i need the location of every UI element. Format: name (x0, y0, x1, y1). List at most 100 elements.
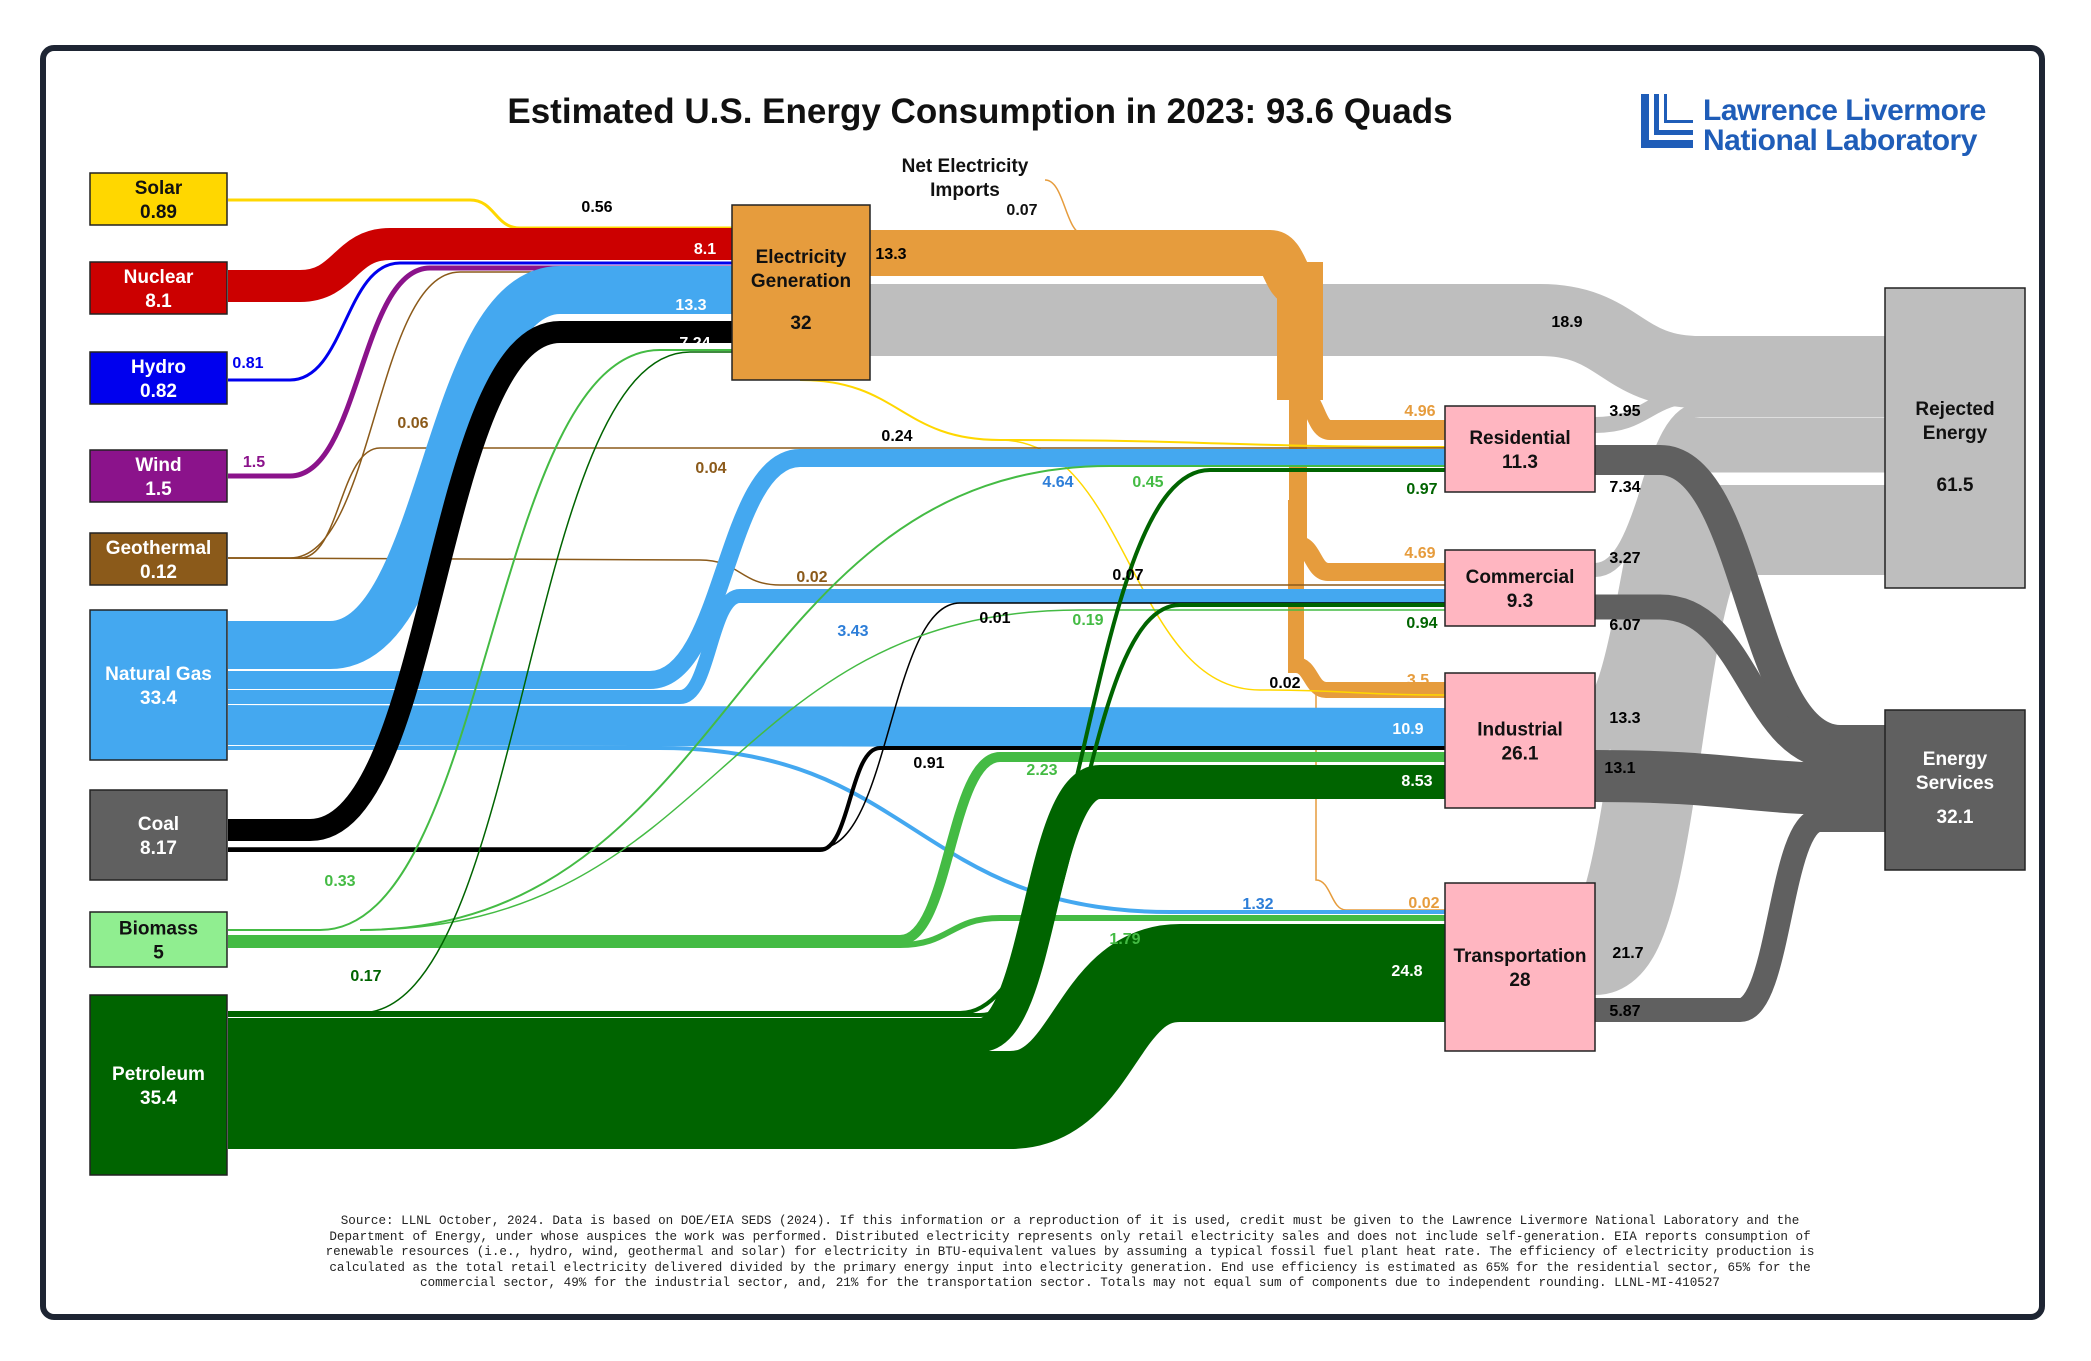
biomass-industrial-flow (228, 752, 1445, 945)
petroleum-industrial-flow (228, 765, 1445, 1052)
solar-residential-flow (799, 379, 1446, 448)
flow-label-pet-trans: 24.8 (1391, 963, 1422, 980)
flow-label-geo-com: 0.02 (796, 569, 827, 586)
flow-label-solar-res: 0.24 (881, 428, 912, 445)
electricity-generation-node-box (731, 204, 871, 381)
source-name: Hydro (131, 357, 186, 378)
flow-label-coal-elec: 7.24 (679, 335, 710, 352)
source-note-line: calculated as the total retail electrici… (329, 1260, 1811, 1275)
sector-value: 9.3 (1507, 591, 1533, 612)
imports-value: 0.07 (1006, 202, 1037, 219)
source-value: 0.12 (140, 562, 177, 583)
residential-services-flow (1595, 445, 1885, 755)
source-value: 33.4 (140, 688, 177, 709)
natural-gas-residential-flow (228, 449, 1445, 689)
sector-industrial: Industrial 26.1 (1444, 672, 1596, 809)
source-value: 8.17 (140, 838, 177, 859)
services-value: 32.1 (1937, 807, 1974, 828)
source-note: Source: LLNL October, 2024. Data is base… (260, 1214, 1880, 1292)
rejected-energy-node: Rejected Energy 61.5 (1884, 287, 2026, 589)
rejected-value: 61.5 (1937, 475, 1974, 496)
coal-industrial-flow (228, 746, 1445, 852)
source-geothermal-box (89, 532, 228, 586)
flow-label-coal-ind: 0.91 (913, 755, 944, 772)
biomass-electricity-flow (228, 349, 732, 931)
flow-label-solar-elec: 0.56 (581, 199, 612, 216)
source-value: 0.82 (140, 381, 177, 402)
flow-label-ind-serv: 13.1 (1604, 760, 1635, 777)
source-hydro: Hydro 0.82 (89, 351, 228, 405)
energy-services-node: Energy Services 32.1 (1884, 709, 2026, 871)
flow-layer (227, 179, 1886, 1149)
flow-label-elec-res: 4.96 (1404, 403, 1435, 420)
flow-label-geo-res: 0.04 (695, 460, 726, 477)
biomass-transportation-flow (228, 915, 1445, 948)
flow-label-gas-elec: 13.3 (675, 297, 706, 314)
natural-gas-commercial-flow (228, 589, 1445, 704)
electricity-rejected-flow (870, 284, 1885, 408)
source-name: Petroleum (112, 1064, 205, 1085)
industrial-services-flow (1594, 750, 1886, 816)
flow-label-bio-elec: 0.33 (324, 873, 355, 890)
source-note-line: renewable resources (i.e., hydro, wind, … (325, 1245, 1815, 1260)
flow-label-pet-elec: 0.17 (350, 968, 381, 985)
flow-label-wind-elec: 1.5 (243, 454, 265, 471)
sector-industrial-box (1444, 672, 1596, 809)
petroleum-electricity-flow (228, 351, 732, 1014)
flow-label-bio-trans: 1.79 (1109, 931, 1140, 948)
rejected-energy-node-box (1884, 287, 2026, 589)
services-name: Energy (1923, 749, 1988, 770)
flow-label-pet-res: 0.97 (1406, 481, 1437, 498)
flow-label-solar-ind: 0.02 (1269, 675, 1300, 692)
source-coal: Coal 8.17 (89, 789, 228, 881)
sector-name: Transportation (1453, 946, 1586, 967)
source-nuclear-box (89, 261, 228, 315)
source-name: Coal (138, 814, 179, 835)
flow-label-trans-serv: 5.87 (1609, 1003, 1640, 1020)
sector-commercial-box (1444, 549, 1596, 627)
flow-label-elec-trans: 0.02 (1408, 895, 1439, 912)
geothermal-electricity-flow (228, 271, 732, 559)
source-natural-gas: Natural Gas 33.4 (89, 609, 228, 761)
commercial-services-flow (1595, 594, 1885, 771)
source-note-line: Source: LLNL October, 2024. Data is base… (340, 1214, 1800, 1228)
electricity-generation-node: Electricity Generation 32 (731, 204, 871, 381)
source-biomass-box (89, 911, 228, 968)
energy-services-node-box (1884, 709, 2026, 871)
sector-name: Commercial (1466, 567, 1575, 588)
source-natural-gas-box (89, 609, 228, 761)
logo-line-2: National Laboratory (1703, 124, 1977, 157)
sector-commercial: Commercial 9.3 (1444, 549, 1596, 627)
sector-value: 28 (1509, 970, 1530, 991)
source-value: 8.1 (145, 291, 172, 312)
source-geothermal: Geothermal 0.12 (89, 532, 228, 586)
flow-label-geo-elec: 0.06 (397, 415, 428, 432)
geothermal-residential-flow (228, 447, 1445, 559)
coal-electricity-flow (228, 321, 732, 841)
wind-electricity-flow (228, 265, 732, 479)
flow-label-elec-rejected: 18.9 (1551, 314, 1582, 331)
source-petroleum: Petroleum 35.4 (89, 994, 228, 1176)
flow-label-solar-com: 0.07 (1112, 567, 1143, 584)
biomass-commercial-flow (359, 609, 1445, 931)
source-value: 5 (153, 943, 164, 964)
source-wind: Wind 1.5 (89, 449, 228, 503)
electricity-name: Generation (751, 271, 851, 292)
source-name: Solar (135, 178, 183, 199)
residential-rejected-flow (1594, 387, 1885, 433)
electricity-value: 32 (790, 313, 811, 334)
nuclear-electricity-flow (228, 228, 732, 302)
llnl-logo-mark (1641, 94, 1693, 148)
source-value: 35.4 (140, 1088, 177, 1109)
node-layer: Solar 0.89 Nuclear 8.1 Hydro 0.82 Wind 1.5 Geoth… (89, 172, 2026, 1176)
flow-label-trans-rej: 21.7 (1612, 945, 1643, 962)
flow-label-com-rej: 3.27 (1609, 550, 1640, 567)
source-value: 0.89 (140, 202, 177, 223)
flow-label-bio-res: 0.45 (1132, 474, 1163, 491)
flow-label-elec-out: 13.3 (875, 246, 906, 263)
sector-residential-box (1444, 405, 1596, 493)
imports-label: Imports (930, 180, 1000, 201)
flow-label-pet-com: 0.94 (1406, 615, 1437, 632)
sector-residential: Residential 11.3 (1444, 405, 1596, 493)
